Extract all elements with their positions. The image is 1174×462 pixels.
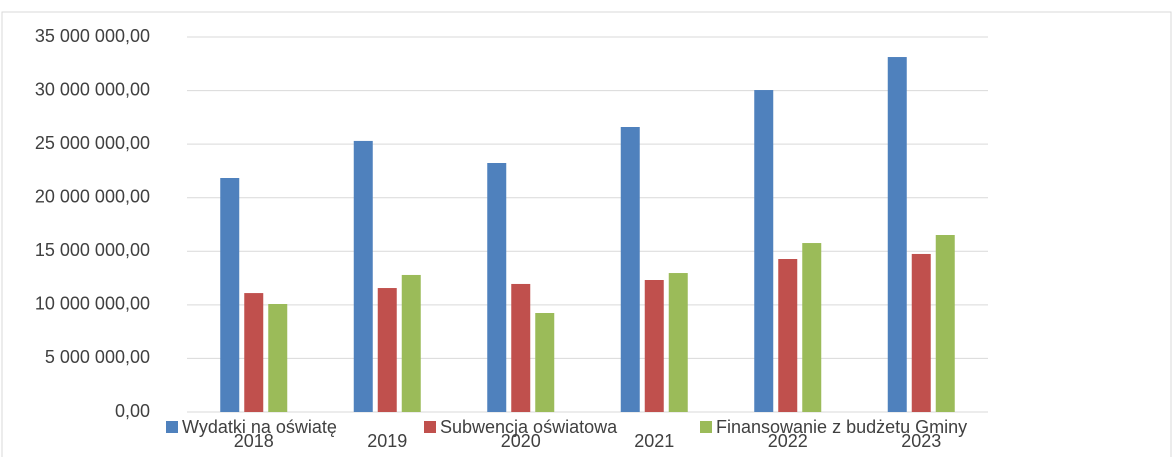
- y-tick-label: 25 000 000,00: [35, 133, 150, 153]
- bar: [377, 288, 397, 412]
- x-tick-label: 2022: [768, 431, 808, 451]
- y-tick-label: 15 000 000,00: [35, 240, 150, 260]
- legend-swatch: [700, 421, 712, 433]
- bar: [535, 313, 555, 412]
- x-tick-label: 2023: [901, 431, 941, 451]
- bar: [911, 253, 931, 412]
- y-tick-label: 10 000 000,00: [35, 294, 150, 314]
- legend-label: Wydatki na oświatę: [182, 417, 337, 437]
- bar: [220, 178, 240, 412]
- bar: [754, 90, 774, 413]
- bar: [644, 280, 664, 412]
- legend-label: Subwencja oświatowa: [440, 417, 618, 437]
- bar: [268, 304, 288, 412]
- legend-swatch: [424, 421, 436, 433]
- x-tick-label: 2018: [234, 431, 274, 451]
- bar: [401, 274, 421, 412]
- chart-frame: [1, 11, 1172, 462]
- bar: [668, 273, 688, 412]
- bar: [511, 283, 531, 412]
- legend-label: Finansowanie z budżetu Gminy: [716, 417, 967, 437]
- y-tick-label: 30 000 000,00: [35, 79, 150, 99]
- bar: [487, 163, 507, 412]
- x-tick-label: 2021: [634, 431, 674, 451]
- bar: [778, 259, 798, 412]
- y-tick-label: 35 000 000,00: [35, 26, 150, 46]
- y-tick-label: 5 000 000,00: [45, 347, 150, 367]
- legend-swatch: [166, 421, 178, 433]
- bar: [620, 127, 640, 412]
- bar: [244, 293, 264, 412]
- bar: [887, 57, 907, 413]
- x-tick-label: 2019: [367, 431, 407, 451]
- x-tick-label: 2020: [501, 431, 541, 451]
- bar: [353, 140, 373, 412]
- bar: [935, 235, 955, 412]
- y-tick-label: 20 000 000,00: [35, 186, 150, 206]
- y-tick-label: 0,00: [115, 401, 150, 421]
- bar: [802, 243, 822, 412]
